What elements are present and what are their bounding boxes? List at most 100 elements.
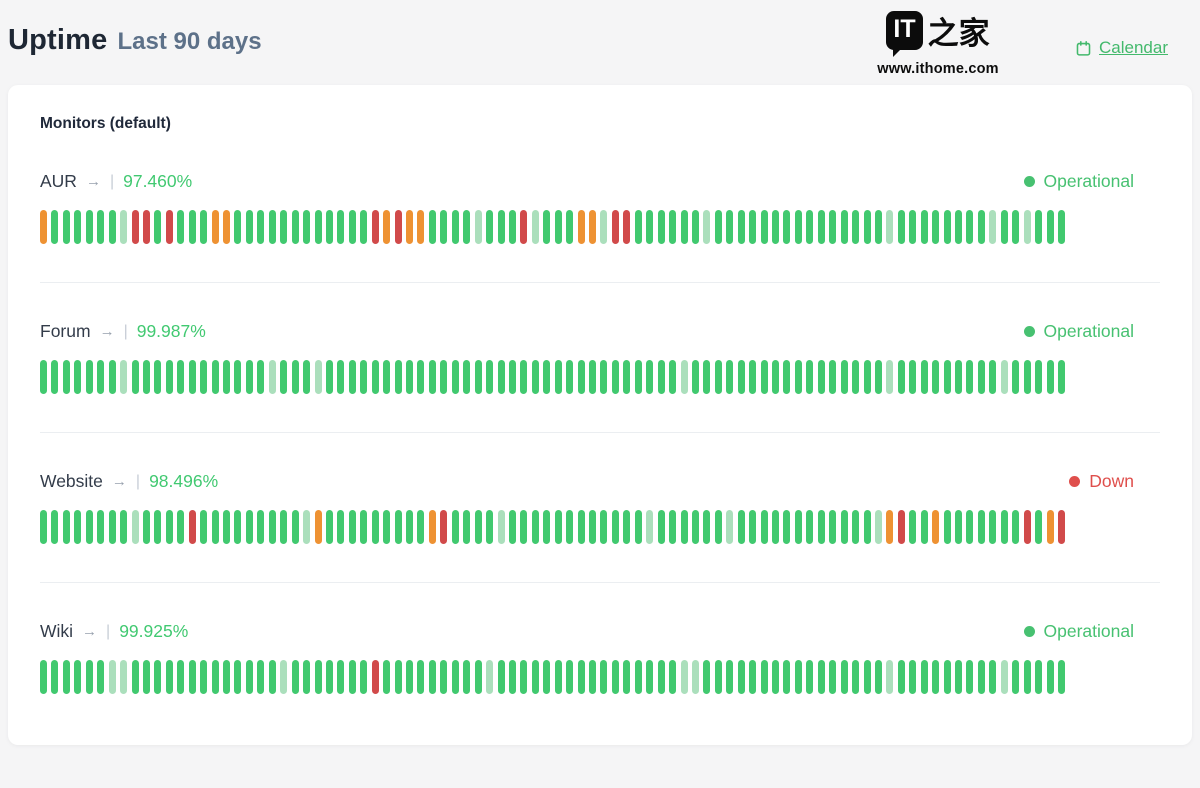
- uptime-day-bar[interactable]: [120, 660, 128, 694]
- uptime-day-bar[interactable]: [749, 660, 757, 694]
- uptime-day-bar[interactable]: [280, 210, 288, 244]
- uptime-day-bar[interactable]: [291, 660, 299, 694]
- uptime-day-bar[interactable]: [371, 660, 379, 694]
- uptime-day-bar[interactable]: [577, 360, 585, 394]
- uptime-day-bar[interactable]: [120, 510, 128, 544]
- uptime-day-bar[interactable]: [291, 510, 299, 544]
- uptime-day-bar[interactable]: [966, 510, 974, 544]
- uptime-day-bar[interactable]: [108, 510, 116, 544]
- uptime-day-bar[interactable]: [897, 510, 905, 544]
- uptime-day-bar[interactable]: [131, 660, 139, 694]
- uptime-day-bar[interactable]: [554, 210, 562, 244]
- uptime-day-bar[interactable]: [223, 210, 230, 244]
- uptime-day-bar[interactable]: [966, 660, 974, 694]
- uptime-day-bar[interactable]: [291, 210, 299, 244]
- uptime-day-bar[interactable]: [920, 360, 928, 394]
- uptime-day-bar[interactable]: [737, 210, 745, 244]
- uptime-day-bar[interactable]: [348, 210, 356, 244]
- uptime-day-bar[interactable]: [74, 660, 82, 694]
- uptime-day-bar[interactable]: [245, 660, 253, 694]
- uptime-day-bar[interactable]: [760, 660, 768, 694]
- uptime-day-bar[interactable]: [794, 510, 802, 544]
- uptime-day-bar[interactable]: [577, 210, 585, 244]
- uptime-day-bar[interactable]: [40, 360, 47, 394]
- uptime-day-bar[interactable]: [863, 660, 871, 694]
- uptime-day-bar[interactable]: [211, 210, 219, 244]
- uptime-day-bar[interactable]: [74, 510, 82, 544]
- uptime-day-bar[interactable]: [211, 660, 219, 694]
- uptime-day-bar[interactable]: [520, 510, 528, 544]
- monitor-name-link[interactable]: Forum: [40, 321, 91, 341]
- uptime-day-bar[interactable]: [142, 660, 150, 694]
- uptime-day-bar[interactable]: [554, 360, 562, 394]
- uptime-day-bar[interactable]: [566, 660, 574, 694]
- uptime-day-bar[interactable]: [257, 510, 265, 544]
- uptime-day-bar[interactable]: [794, 660, 802, 694]
- uptime-day-bar[interactable]: [1000, 360, 1008, 394]
- uptime-day-bar[interactable]: [623, 510, 631, 544]
- uptime-day-bar[interactable]: [120, 360, 128, 394]
- uptime-day-bar[interactable]: [874, 360, 882, 394]
- uptime-day-bar[interactable]: [337, 510, 345, 544]
- uptime-day-bar[interactable]: [760, 510, 768, 544]
- uptime-day-bar[interactable]: [611, 510, 619, 544]
- uptime-day-bar[interactable]: [783, 210, 791, 244]
- uptime-day-bar[interactable]: [897, 360, 905, 394]
- uptime-day-bar[interactable]: [142, 210, 150, 244]
- uptime-day-bar[interactable]: [829, 510, 837, 544]
- uptime-day-bar[interactable]: [920, 510, 928, 544]
- uptime-day-bar[interactable]: [394, 660, 402, 694]
- uptime-day-bar[interactable]: [600, 510, 608, 544]
- uptime-day-bar[interactable]: [165, 510, 173, 544]
- uptime-day-bar[interactable]: [154, 210, 162, 244]
- uptime-day-bar[interactable]: [234, 510, 242, 544]
- uptime-day-bar[interactable]: [806, 510, 814, 544]
- uptime-day-bar[interactable]: [852, 510, 860, 544]
- uptime-day-bar[interactable]: [909, 210, 917, 244]
- uptime-day-bar[interactable]: [909, 660, 917, 694]
- uptime-day-bar[interactable]: [783, 660, 791, 694]
- uptime-day-bar[interactable]: [508, 360, 516, 394]
- uptime-day-bar[interactable]: [977, 660, 985, 694]
- uptime-day-bar[interactable]: [200, 510, 208, 544]
- uptime-day-bar[interactable]: [360, 360, 368, 394]
- uptime-day-bar[interactable]: [657, 660, 665, 694]
- uptime-day-bar[interactable]: [943, 510, 951, 544]
- uptime-day-bar[interactable]: [108, 210, 116, 244]
- uptime-day-bar[interactable]: [783, 510, 791, 544]
- uptime-day-bar[interactable]: [772, 360, 779, 394]
- uptime-day-bar[interactable]: [932, 510, 940, 544]
- uptime-day-bar[interactable]: [566, 210, 574, 244]
- uptime-day-bar[interactable]: [749, 360, 757, 394]
- uptime-day-bar[interactable]: [280, 360, 288, 394]
- uptime-day-bar[interactable]: [211, 360, 219, 394]
- uptime-day-bar[interactable]: [646, 210, 654, 244]
- uptime-day-bar[interactable]: [886, 210, 894, 244]
- uptime-day-bar[interactable]: [417, 360, 425, 394]
- uptime-day-bar[interactable]: [97, 510, 105, 544]
- uptime-day-bar[interactable]: [703, 210, 711, 244]
- uptime-day-bar[interactable]: [829, 360, 837, 394]
- uptime-day-bar[interactable]: [623, 660, 631, 694]
- monitor-name-link[interactable]: AUR: [40, 171, 77, 191]
- uptime-day-bar[interactable]: [749, 210, 757, 244]
- uptime-day-bar[interactable]: [1057, 210, 1065, 244]
- uptime-day-bar[interactable]: [108, 360, 116, 394]
- uptime-day-bar[interactable]: [806, 660, 814, 694]
- uptime-day-bar[interactable]: [165, 210, 173, 244]
- uptime-day-bar[interactable]: [474, 210, 482, 244]
- uptime-day-bar[interactable]: [669, 360, 677, 394]
- uptime-day-bar[interactable]: [223, 360, 230, 394]
- uptime-day-bar[interactable]: [40, 510, 47, 544]
- uptime-day-bar[interactable]: [451, 210, 459, 244]
- uptime-day-bar[interactable]: [200, 210, 208, 244]
- uptime-day-bar[interactable]: [497, 510, 505, 544]
- uptime-day-bar[interactable]: [531, 510, 539, 544]
- uptime-day-bar[interactable]: [680, 360, 688, 394]
- uptime-day-bar[interactable]: [303, 360, 311, 394]
- uptime-day-bar[interactable]: [989, 210, 997, 244]
- uptime-day-bar[interactable]: [806, 360, 814, 394]
- uptime-day-bar[interactable]: [806, 210, 814, 244]
- uptime-day-bar[interactable]: [383, 360, 391, 394]
- uptime-day-bar[interactable]: [1057, 660, 1065, 694]
